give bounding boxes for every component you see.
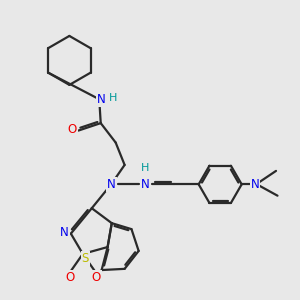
Text: O: O <box>68 124 77 136</box>
Text: H: H <box>109 93 117 103</box>
Text: O: O <box>65 271 74 284</box>
Text: O: O <box>91 271 101 284</box>
Text: N: N <box>251 178 260 191</box>
Text: N: N <box>97 93 106 106</box>
Text: N: N <box>141 178 150 191</box>
Text: N: N <box>107 178 116 191</box>
Text: H: H <box>141 163 150 173</box>
Text: S: S <box>82 252 89 265</box>
Text: N: N <box>60 226 69 238</box>
